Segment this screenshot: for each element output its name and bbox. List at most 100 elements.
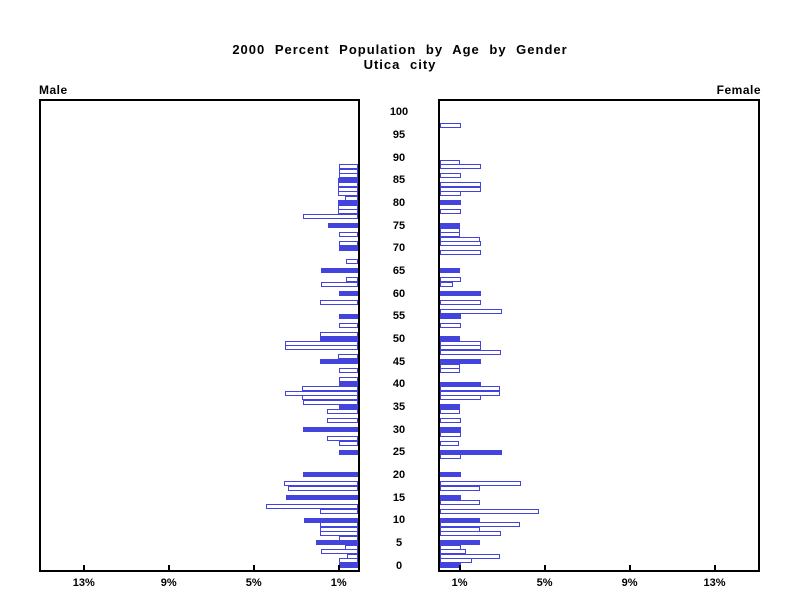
age-tick-label-10: 10 (392, 514, 406, 527)
male-bar-age-9 (319, 522, 358, 528)
age-tick-label-55: 55 (392, 310, 406, 323)
male-bar-age-67 (346, 259, 358, 265)
female-bar-age-7 (440, 531, 501, 537)
female-bar-age-84 (440, 182, 482, 188)
female-bar-age-34 (440, 408, 461, 414)
percent-tick-label-13%: 13% (72, 577, 95, 589)
male-bar-age-17 (287, 485, 358, 491)
female-bar-age-1 (440, 558, 472, 564)
female-bar-age-56 (440, 309, 502, 315)
age-tick-label-50: 50 (392, 332, 406, 345)
age-tick-label-5: 5 (395, 536, 403, 549)
female-bar-age-24 (440, 454, 462, 460)
female-bar-age-63 (440, 277, 462, 283)
female-bar-age-82 (440, 191, 462, 197)
male-bar-age-0 (338, 563, 358, 568)
male-bar-age-28 (327, 436, 358, 442)
male-bar-age-73 (338, 232, 358, 238)
percent-tick-mark (543, 565, 546, 570)
female-bar-age-62 (440, 281, 453, 287)
chart-title: 2000 Percent Population by Age by Gender (232, 42, 568, 57)
male-bar-age-70 (338, 245, 358, 251)
male-bar-age-36 (302, 399, 358, 405)
male-bar-age-3 (320, 549, 358, 555)
age-tick-label-70: 70 (392, 242, 406, 255)
percent-tick-label-1%: 1% (451, 577, 468, 589)
female-bar-age-40 (440, 381, 482, 387)
female-bar-age-97 (440, 123, 462, 129)
male-bar-age-55 (338, 313, 358, 319)
age-tick-label-35: 35 (392, 400, 406, 413)
age-tick-label-95: 95 (392, 128, 406, 141)
male-bar-age-78 (337, 209, 358, 215)
male-bar-age-86 (338, 173, 358, 179)
female-bar-age-73 (440, 232, 461, 238)
age-tick-label-25: 25 (392, 446, 406, 459)
female-bar-age-43 (440, 368, 461, 374)
female-bar-age-74 (440, 227, 461, 233)
female-bar-age-4 (440, 544, 462, 550)
male-bar-age-77 (302, 213, 358, 219)
percent-tick-mark (628, 565, 631, 570)
female-bar-age-32 (440, 417, 462, 423)
female-bar-age-18 (440, 481, 521, 487)
male-bar-age-60 (338, 291, 358, 297)
male-bar-age-4 (345, 544, 358, 550)
male-bar-age-62 (320, 281, 358, 287)
female-bar-age-65 (440, 268, 461, 274)
male-bar-age-45 (319, 359, 358, 364)
percent-tick-mark (337, 565, 340, 570)
male-bar-age-18 (283, 481, 358, 487)
female-bar-age-55 (440, 313, 462, 319)
age-tick-label-65: 65 (392, 264, 406, 277)
male-bar-age-38 (284, 390, 358, 396)
female-bar-age-29 (440, 431, 462, 437)
female-bar-age-2 (440, 553, 500, 559)
percent-tick-mark (167, 565, 170, 570)
female-bar-age-10 (440, 517, 481, 523)
female-bar-age-58 (440, 300, 482, 306)
female-bar-age-83 (440, 186, 482, 192)
percent-tick-label-9%: 9% (621, 577, 638, 589)
percent-tick-mark (82, 565, 85, 570)
male-bar-age-1 (338, 558, 358, 564)
female-bar-age-88 (440, 164, 482, 170)
age-tick-label-75: 75 (392, 219, 406, 232)
female-bar-age-72 (440, 236, 481, 242)
female-bar-age-25 (440, 449, 502, 455)
male-bar-age-2 (347, 553, 358, 559)
female-bar-age-48 (440, 345, 482, 351)
female-bar-age-17 (440, 485, 481, 491)
male-bar-age-15 (285, 495, 358, 500)
age-tick-label-90: 90 (392, 151, 406, 164)
age-axis: 0 5 10 15 20 25 30 35 40 45 50 55 60 65 70 75 80 85 90 95 10… (360, 0, 438, 600)
percent-tick-mark (713, 565, 716, 570)
male-bar-age-58 (319, 300, 358, 306)
male-panel-label: Male (39, 83, 68, 97)
female-bar-age-14 (440, 499, 481, 505)
male-bar-age-50 (319, 336, 358, 342)
female-bar-age-15 (440, 495, 462, 500)
male-bar-age-53 (338, 322, 358, 328)
male-bar-age-40 (338, 381, 358, 387)
male-bar-age-82 (337, 191, 358, 197)
percent-tick-label-5%: 5% (245, 577, 262, 589)
age-tick-label-45: 45 (392, 355, 406, 368)
male-bar-age-5 (315, 540, 358, 546)
percent-tick-label-9%: 9% (160, 577, 177, 589)
female-bar-age-20 (440, 472, 462, 478)
percent-tick-mark (458, 565, 461, 570)
male-bar-age-80 (337, 200, 358, 206)
female-bar-age-45 (440, 359, 482, 364)
age-tick-label-40: 40 (392, 378, 406, 391)
female-bar-age-44 (440, 363, 461, 369)
male-bar-age-6 (338, 535, 358, 541)
female-plot-area (438, 99, 760, 572)
male-bar-age-63 (346, 277, 358, 283)
female-bar-age-47 (440, 349, 501, 355)
male-plot-area (39, 99, 360, 572)
male-bar-age-35 (338, 404, 358, 410)
male-bar-age-37 (301, 395, 358, 401)
male-bar-age-84 (337, 182, 358, 188)
male-bar-age-41 (338, 377, 358, 383)
